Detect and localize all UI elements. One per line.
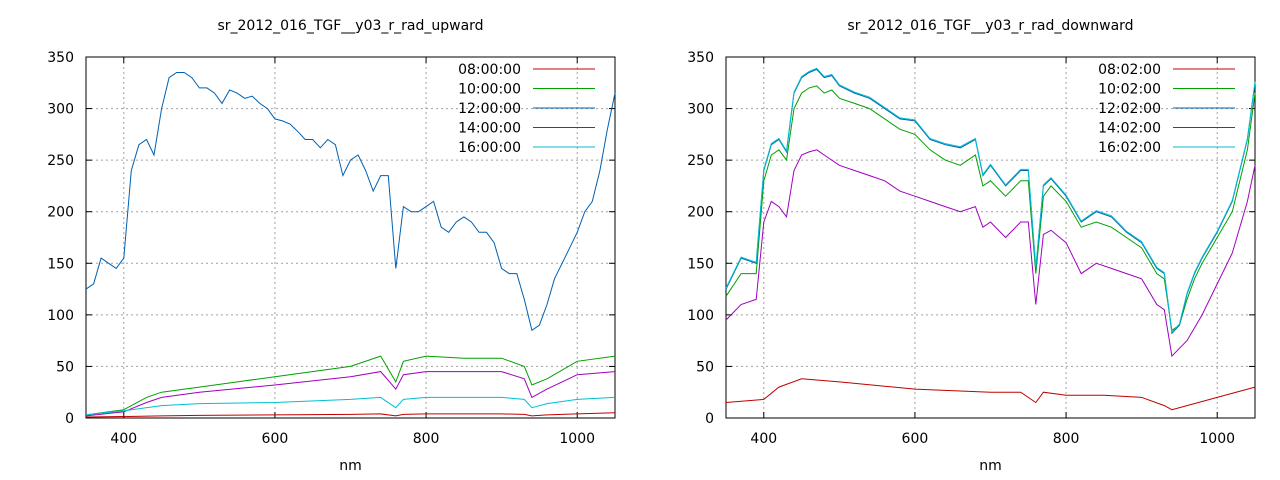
x-axis-label: nm bbox=[979, 458, 1002, 474]
legend-label: 08:02:00 bbox=[1098, 62, 1161, 78]
legend-label: 16:00:00 bbox=[458, 140, 521, 156]
x-tick-label: 1000 bbox=[559, 431, 595, 447]
series-line-16-00-00 bbox=[85, 396, 616, 416]
x-tick-label: 400 bbox=[750, 431, 777, 447]
series-line-10-00-00 bbox=[85, 355, 616, 416]
series-line-08-00-00 bbox=[85, 412, 616, 418]
y-tick-label: 200 bbox=[47, 205, 74, 221]
legend-label: 08:00:00 bbox=[458, 62, 521, 78]
x-tick-label: 800 bbox=[413, 431, 440, 447]
legend-label: 14:00:00 bbox=[458, 121, 521, 137]
chart-title: sr_2012_016_TGF__y03_r_rad_upward bbox=[217, 18, 483, 34]
x-axis-label: nm bbox=[339, 458, 362, 474]
y-tick-label: 50 bbox=[696, 359, 714, 375]
y-tick-label: 350 bbox=[687, 50, 714, 66]
legend-label: 14:02:00 bbox=[1098, 121, 1161, 137]
series-line-12-02-00 bbox=[725, 68, 1256, 335]
y-tick-label: 150 bbox=[47, 256, 74, 272]
y-tick-label: 150 bbox=[687, 256, 714, 272]
downward-radiance-chart: 400 600 800 1000 0 50 100 150 200 250 300 350 sr_201… bbox=[687, 18, 1256, 474]
chart-title: sr_2012_016_TGF__y03_r_rad_downward bbox=[847, 18, 1133, 34]
series-line-14-02-00 bbox=[725, 149, 1256, 358]
y-tick-label: 0 bbox=[705, 411, 714, 427]
legend-label: 12:00:00 bbox=[458, 101, 521, 117]
y-tick-label: 200 bbox=[687, 205, 714, 221]
series-line-10-02-00 bbox=[725, 85, 1256, 332]
series-line-14-00-00 bbox=[85, 371, 616, 417]
y-tick-label: 250 bbox=[47, 153, 74, 169]
x-tick-label: 400 bbox=[110, 431, 137, 447]
legend-label: 10:00:00 bbox=[458, 82, 521, 98]
y-tick-label: 100 bbox=[687, 308, 714, 324]
y-tick-label: 250 bbox=[687, 153, 714, 169]
y-tick-label: 300 bbox=[47, 102, 74, 118]
x-tick-label: 800 bbox=[1053, 431, 1080, 447]
x-tick-label: 600 bbox=[262, 431, 289, 447]
y-tick-label: 0 bbox=[65, 411, 74, 427]
legend-label: 16:02:00 bbox=[1098, 140, 1161, 156]
plot-frame bbox=[85, 56, 616, 419]
y-tick-label: 100 bbox=[47, 308, 74, 324]
series-line-16-02-00 bbox=[725, 67, 1256, 334]
series-line-12-00-00 bbox=[85, 72, 616, 332]
legend-label: 10:02:00 bbox=[1098, 82, 1161, 98]
legend-label: 12:02:00 bbox=[1098, 101, 1161, 117]
y-tick-label: 50 bbox=[56, 359, 74, 375]
y-tick-label: 300 bbox=[687, 102, 714, 118]
upward-radiance-chart: 400 600 800 1000 0 50 100 150 200 250 300 350 sr_201… bbox=[47, 18, 616, 474]
x-tick-label: 1000 bbox=[1199, 431, 1235, 447]
series-line-08-02-00 bbox=[725, 378, 1256, 411]
x-tick-label: 600 bbox=[902, 431, 929, 447]
plot-frame bbox=[725, 56, 1256, 419]
y-tick-label: 350 bbox=[47, 50, 74, 66]
